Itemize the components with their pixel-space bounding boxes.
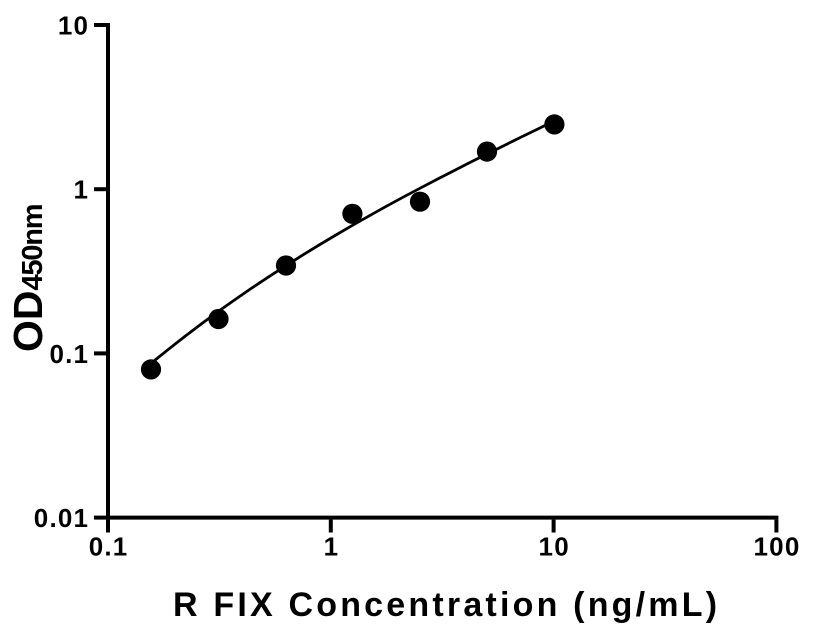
svg-text:10: 10 [58, 11, 89, 41]
svg-text:1: 1 [74, 175, 90, 205]
svg-text:10: 10 [539, 532, 570, 562]
svg-text:R FIX Concentration (ng/mL): R FIX Concentration (ng/mL) [173, 586, 720, 624]
svg-text:100: 100 [754, 532, 801, 562]
svg-text:0.01: 0.01 [34, 503, 89, 533]
svg-text:1: 1 [324, 532, 340, 562]
svg-text:0.1: 0.1 [89, 532, 129, 562]
svg-text:0.1: 0.1 [49, 339, 89, 369]
